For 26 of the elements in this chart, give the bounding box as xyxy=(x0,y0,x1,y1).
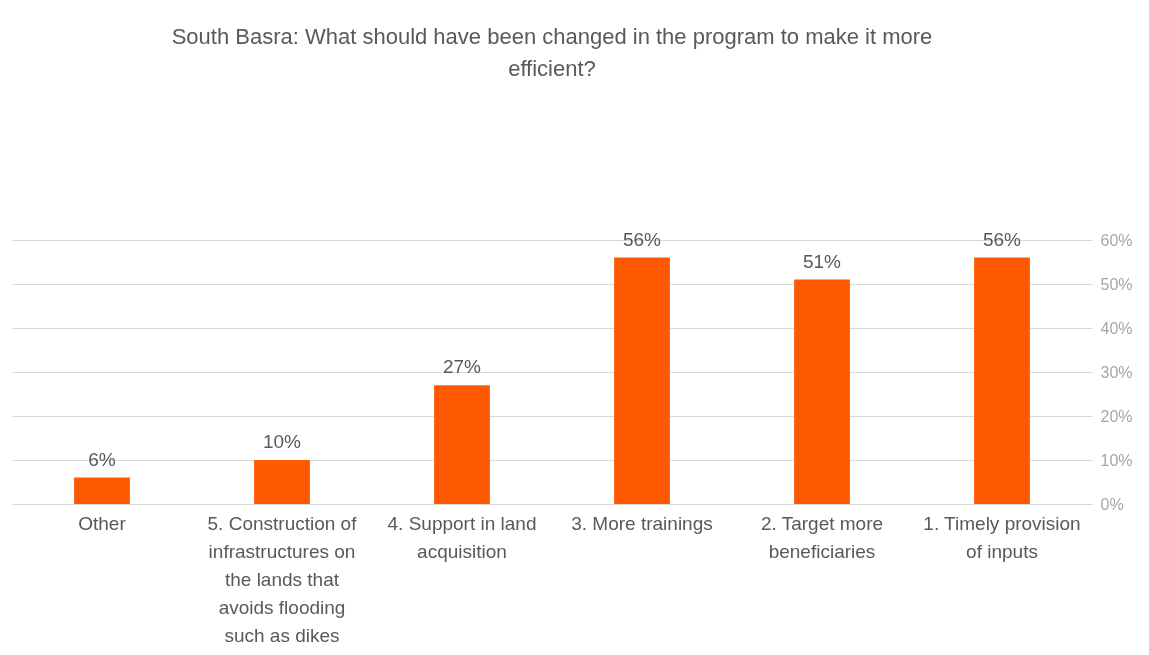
data-label: 56% xyxy=(622,228,662,250)
x-tick-label: 2. Target more beneficiaries xyxy=(760,512,884,562)
bar xyxy=(74,477,130,504)
y-tick-label: 0% xyxy=(1100,495,1124,513)
bar xyxy=(974,257,1030,504)
data-label: 10% xyxy=(262,431,302,452)
x-tick-label: 3. More trainings xyxy=(571,512,713,534)
x-tick-label: 5. Construction of infrastructures on the lands that avoids flooding such as dikes xyxy=(207,512,358,646)
y-tick-label: 50% xyxy=(1100,275,1133,293)
bar xyxy=(434,385,490,504)
x-tick-label: Other xyxy=(78,512,127,534)
y-tick-label: 20% xyxy=(1100,407,1133,425)
bar xyxy=(794,279,850,504)
data-label: 51% xyxy=(802,250,842,272)
bar xyxy=(254,460,310,504)
y-tick-label: 10% xyxy=(1100,451,1133,469)
data-label: 6% xyxy=(88,448,116,470)
y-tick-label: 40% xyxy=(1100,319,1133,337)
bar xyxy=(614,257,670,504)
x-tick-label: 4. Support in land acquisition xyxy=(387,512,537,562)
data-label: 27% xyxy=(442,356,482,378)
chart-title: South Basra: What should have been changed in the program to make it more efficient? xyxy=(171,23,933,81)
x-tick-label: 1. Timely provision of inputs xyxy=(923,512,1081,562)
data-label: 56% xyxy=(982,228,1022,250)
y-tick-label: 60% xyxy=(1100,231,1133,249)
y-tick-label: 30% xyxy=(1100,363,1133,381)
